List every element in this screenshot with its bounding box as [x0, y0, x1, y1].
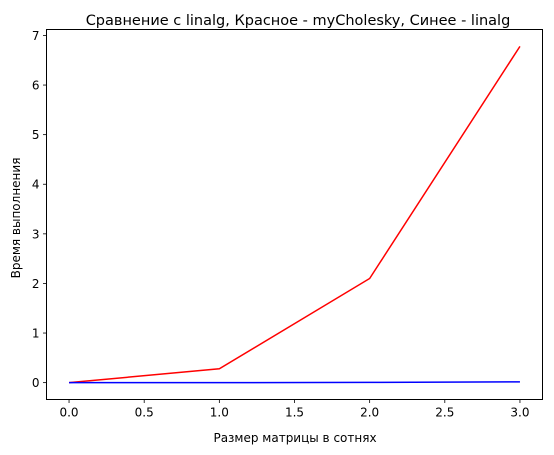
x-tick-label: 0.0	[59, 406, 78, 420]
x-axis-title: Размер матрицы в сотнях	[213, 431, 376, 445]
y-tick-label: 6	[32, 79, 40, 93]
x-axis: 0.0 0.5 1.0 1.5 2.0 2.5 3.0	[59, 399, 530, 420]
series-1-line	[68, 45, 521, 384]
y-axis: 0 1 2 3 4 5 6 7	[32, 29, 47, 390]
plot-layer	[68, 45, 521, 384]
y-tick-label: 7	[32, 29, 40, 43]
plot-area-frame	[46, 29, 543, 400]
y-tick-label: 2	[32, 277, 40, 291]
x-tick-label: 1.5	[285, 406, 304, 420]
chart-title: Сравнение с linalg, Красное - myCholesky…	[86, 13, 511, 29]
x-tick-label: 0.5	[135, 406, 154, 420]
y-tick-label: 3	[32, 227, 40, 241]
x-tick-label: 3.0	[510, 406, 529, 420]
x-tick-label: 1.0	[210, 406, 229, 420]
y-axis-title: Время выполнения	[9, 158, 23, 279]
y-tick-label: 1	[32, 327, 40, 341]
x-tick-label: 2.5	[435, 406, 454, 420]
y-tick-label: 0	[32, 376, 40, 390]
series-2-line	[69, 381, 520, 384]
y-tick-label: 4	[32, 178, 40, 192]
x-tick-label: 2.0	[360, 406, 379, 420]
y-tick-label: 5	[32, 128, 40, 142]
